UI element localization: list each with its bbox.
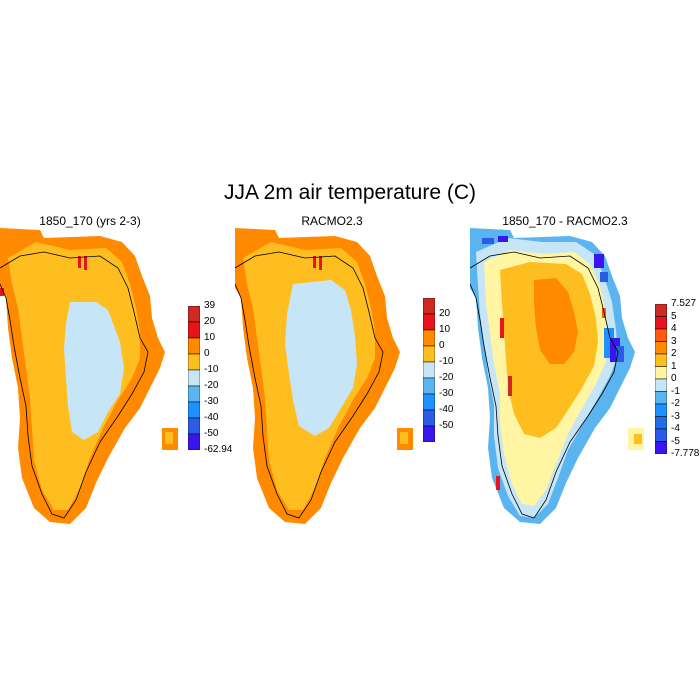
panel-1-colorbar-label: -30 bbox=[204, 396, 219, 407]
panel-2-colorbar-label: -40 bbox=[439, 404, 454, 415]
panel-1-colorbar-label: -40 bbox=[204, 412, 219, 423]
panel-1-core bbox=[64, 302, 124, 440]
panel-3-colorbar-label: -2 bbox=[671, 398, 680, 409]
panel-1-colorbar-swatch bbox=[188, 385, 200, 403]
panel-1-colorbar-label: 10 bbox=[204, 332, 216, 343]
panel-2-map bbox=[235, 228, 413, 524]
panel-2-colorbar bbox=[423, 298, 435, 442]
panel-2-colorbar-label: -10 bbox=[439, 356, 454, 367]
panel-3-colorbar-label: -3 bbox=[671, 410, 680, 422]
panel-1-colorbar-swatch bbox=[188, 337, 200, 355]
panel-3-colorbar-label: -7.778 bbox=[671, 448, 700, 459]
panel-2-colorbar-swatch bbox=[423, 361, 435, 379]
panel-1-coastline bbox=[0, 251, 149, 519]
panel-3-colorbar-swatch bbox=[655, 353, 667, 367]
panel-3-colorbar-label: 2 bbox=[671, 348, 677, 359]
panel-3-colorbar-label: 5 bbox=[671, 310, 677, 322]
panel-3-colorbar-label: -4 bbox=[671, 423, 680, 434]
panel-1-title: 1850_170 (yrs 2-3) bbox=[39, 214, 141, 228]
panel-3-colorbar-swatch bbox=[655, 366, 667, 380]
panel-3-colorbar bbox=[655, 304, 667, 454]
panel-3-colorbar-label: -1 bbox=[671, 385, 680, 397]
panel-2-colorbar-swatch bbox=[423, 345, 435, 363]
panel-3-colorbar-label: -5 bbox=[671, 435, 680, 447]
panel-3-colorbar-label: 7.527 bbox=[671, 298, 697, 309]
panel-3-colorbar-swatch bbox=[655, 416, 667, 430]
panel-1-colorbar-label: 20 bbox=[204, 316, 216, 327]
panel-1-colorbar-swatch bbox=[188, 401, 200, 419]
panel-1-colorbar-label: -50 bbox=[204, 428, 219, 439]
panel-1-colorbar-swatch bbox=[188, 369, 200, 387]
panel-1-colorbar-swatch bbox=[188, 321, 200, 339]
panel-3-colorbar-swatch bbox=[655, 403, 667, 417]
panel-1-colorbar-swatch bbox=[188, 433, 200, 450]
panel-2-colorbar-swatch bbox=[423, 393, 435, 411]
panel-1-colorbar-label: -62.94 bbox=[204, 444, 233, 455]
panel-3-coastline bbox=[470, 251, 619, 519]
panel-3-colorbar-label: 4 bbox=[671, 323, 677, 334]
panel-1-colorbar-swatch bbox=[188, 417, 200, 435]
panel-2-colorbar-label: 20 bbox=[439, 308, 451, 319]
panel-3-hot-core bbox=[534, 278, 578, 364]
panel-3-colorbar-label: 3 bbox=[671, 335, 677, 347]
panel-3-colorbar-swatch bbox=[655, 378, 667, 392]
panel-1-colorbar-label: 39 bbox=[204, 300, 216, 311]
panel-2-colorbar-label: 10 bbox=[439, 324, 451, 335]
panel-1-colorbar-label: -10 bbox=[204, 364, 219, 375]
panel-1-colorbar-label: -20 bbox=[204, 380, 219, 391]
panel-1-colorbar bbox=[188, 306, 200, 450]
panel-3-colorbar-swatch bbox=[655, 391, 667, 405]
panel-2-core bbox=[285, 280, 357, 436]
panel-3-colorbar-swatch bbox=[655, 316, 667, 330]
panel-2-colorbar-label: -50 bbox=[439, 420, 454, 431]
panel-2-colorbar-swatch bbox=[423, 409, 435, 427]
panel-2-colorbar-label: -30 bbox=[439, 388, 454, 399]
panel-2-colorbar-label: -20 bbox=[439, 372, 454, 383]
panel-2-coastline bbox=[235, 251, 384, 519]
panel-3-colorbar-swatch bbox=[655, 428, 667, 442]
panel-2-colorbar-swatch bbox=[423, 313, 435, 331]
panel-1-colorbar-swatch bbox=[188, 306, 200, 323]
panel-3-colorbar-label: 1 bbox=[671, 360, 677, 372]
panel-3-colorbar-swatch bbox=[655, 341, 667, 355]
panel-1-map bbox=[0, 228, 178, 524]
figure-title: JJA 2m air temperature (C) bbox=[223, 181, 477, 204]
panel-3-colorbar-label: 0 bbox=[671, 373, 677, 384]
panel-1-colorbar-label: 0 bbox=[204, 348, 210, 359]
panel-3-colorbar-swatch bbox=[655, 304, 667, 317]
panel-2-colorbar-swatch bbox=[423, 425, 435, 442]
panel-2-colorbar-swatch bbox=[423, 377, 435, 395]
panel-3-colorbar-swatch bbox=[655, 441, 667, 454]
panel-1-colorbar-swatch bbox=[188, 353, 200, 371]
panel-3-map bbox=[470, 228, 644, 524]
panel-3-title: 1850_170 - RACMO2.3 bbox=[502, 214, 628, 228]
panel-2-colorbar-swatch bbox=[423, 329, 435, 347]
panel-2-colorbar-label: 0 bbox=[439, 340, 445, 351]
panel-2-title: RACMO2.3 bbox=[301, 214, 363, 228]
panel-3-colorbar-swatch bbox=[655, 328, 667, 342]
panel-2-colorbar-swatch bbox=[423, 298, 435, 315]
